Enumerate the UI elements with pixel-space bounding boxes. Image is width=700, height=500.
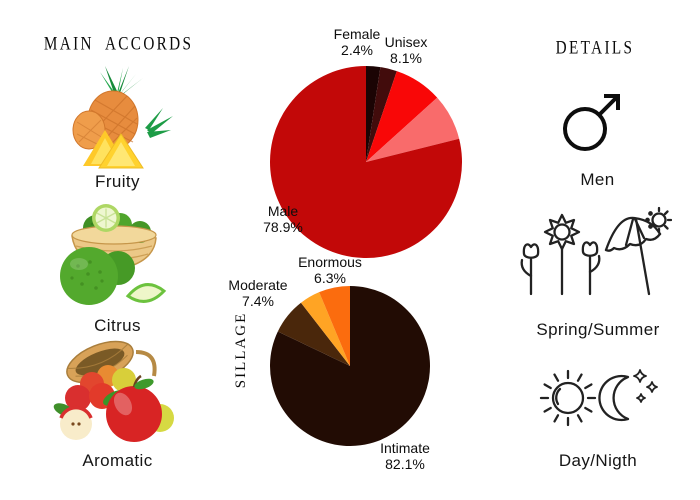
slice-percent: 8.1% — [390, 49, 422, 66]
slice-name: Enormous — [298, 254, 362, 270]
main-accords-header: MAIN ACCORDS — [43, 34, 194, 55]
slice-name: Female — [333, 26, 381, 42]
apple-basket-illustration — [53, 340, 174, 442]
slice-percent: 2.4% — [341, 41, 373, 58]
detail-label-day-night: Day/Nigth — [558, 451, 638, 470]
pie-slice-unisex — [366, 71, 438, 162]
accord-label-citrus: Citrus — [94, 316, 141, 335]
flowers-umbrella-sun-icon — [518, 206, 672, 300]
fruity-image — [55, 64, 180, 170]
slice-name: Intimate — [380, 440, 430, 456]
slice-percent: 7.4% — [242, 292, 274, 309]
citrus-image — [52, 202, 174, 314]
slice-name: Unisex — [384, 34, 428, 50]
sun-and-moon-icon — [536, 358, 662, 438]
sillage-label-intimate: Intimate 82.1% — [368, 440, 442, 473]
pie-slice-unlabeled — [366, 97, 460, 162]
pie-slice-moderate — [277, 302, 350, 366]
slice-percent: 78.9% — [263, 218, 303, 235]
pineapple-illustration — [72, 66, 173, 169]
accord-label-aromatic: Aromatic — [82, 451, 153, 470]
pie-slice-enormous — [319, 286, 350, 366]
slice-name: Male — [267, 203, 299, 219]
aromatic-image — [48, 334, 182, 448]
slice-name: Moderate — [228, 277, 288, 293]
sillage-pie-chart — [270, 286, 430, 446]
detail-label-spring-summer: Spring/Summer — [536, 320, 660, 339]
pie-slice-unlabeled — [366, 67, 397, 162]
pie-slice-female — [366, 66, 381, 162]
sillage-axis-label: SILLAGE — [233, 311, 249, 389]
slice-percent: 82.1% — [385, 455, 425, 472]
gender-label-unisex: Unisex 8.1% — [375, 34, 437, 67]
gender-pie-chart — [270, 66, 462, 258]
accord-label-fruity: Fruity — [95, 172, 140, 191]
gender-label-male: Male 78.9% — [247, 203, 319, 236]
sillage-label-moderate: Moderate 7.4% — [221, 277, 295, 310]
gender-label-female: Female 2.4% — [321, 26, 393, 59]
slice-percent: 6.3% — [314, 269, 346, 286]
detail-label-men: Men — [580, 170, 615, 189]
bergamot-basket-illustration — [60, 204, 167, 305]
pie-slice-intimate — [270, 286, 430, 446]
pie-slice-male — [270, 66, 462, 258]
details-header: DETAILS — [555, 38, 635, 59]
sillage-label-enormous: Enormous 6.3% — [293, 254, 367, 287]
pie-slice-unlabeled — [300, 292, 350, 366]
male-symbol-icon — [558, 84, 630, 156]
